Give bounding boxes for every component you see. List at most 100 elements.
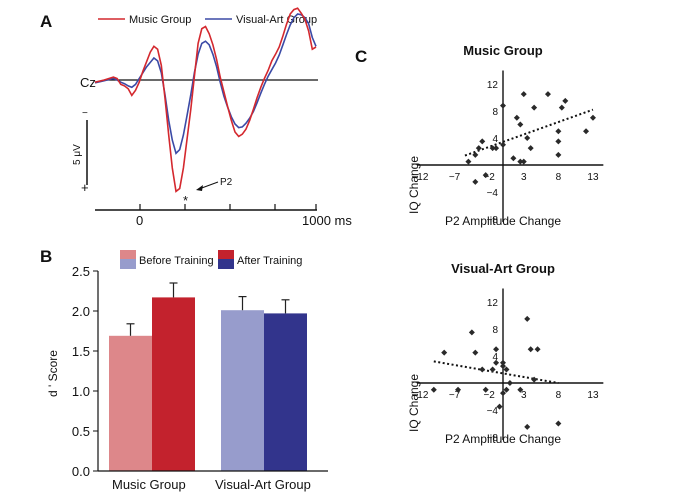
- visual-point-17: [517, 386, 524, 393]
- y-tick-label-2: 1.0: [72, 384, 90, 399]
- category-visual-label: Visual-Art Group: [215, 477, 311, 492]
- music-y-tick-3: −4: [487, 188, 499, 199]
- p2-label: P2: [220, 177, 233, 188]
- music-point-1: [472, 151, 479, 158]
- time-tick-0: 0: [136, 213, 143, 228]
- music-point-12: [517, 121, 524, 128]
- legend-after-label: After Training: [237, 255, 302, 267]
- voltage-scale-bar: − + 5 μV: [72, 108, 89, 195]
- legend-before-visual-swatch: [120, 259, 136, 269]
- visual-point-15: [503, 386, 510, 393]
- music-point-25: [583, 128, 590, 135]
- dprime-chart: Before Training After Training 0.0 0.5 1.0…: [46, 250, 328, 492]
- music-point-22: [555, 151, 562, 158]
- music-point-3: [475, 145, 482, 152]
- visual-point-12: [500, 363, 506, 370]
- visual-title: Visual-Art Group: [451, 261, 555, 276]
- visual-point-3: [468, 329, 475, 336]
- erp-chart: Music Group Visual-Art Group Cz − + 5 μV…: [72, 7, 352, 228]
- visual-point-16: [506, 380, 513, 386]
- music-x-tick-5: 13: [587, 172, 599, 183]
- visual-point-5: [479, 366, 486, 373]
- visual-point-7: [489, 366, 496, 373]
- visual-y-tick-1: 8: [492, 325, 498, 336]
- music-x-tick-1: −7: [449, 172, 461, 183]
- music-point-7: [493, 145, 500, 152]
- bar-y-axis-title: d ' Score: [46, 350, 60, 397]
- music-y-tick-1: 8: [492, 107, 498, 118]
- visual-y-tick-4: −8: [487, 433, 499, 444]
- music-point-5: [482, 172, 489, 179]
- music-point-8: [500, 141, 506, 148]
- music-x-tick-3: 3: [521, 172, 527, 183]
- scale-plus-label: +: [81, 180, 89, 195]
- y-tick-label-5: 2.5: [72, 264, 90, 279]
- y-tick-label-1: 0.5: [72, 424, 90, 439]
- bar-legend: Before Training After Training: [120, 250, 302, 269]
- music-y-tick-4: −8: [487, 215, 499, 226]
- visual-point-18: [524, 315, 531, 322]
- panel-c-label: C: [355, 47, 367, 66]
- music-y-axis-title: IQ Change: [407, 156, 421, 214]
- music-point-26: [589, 114, 596, 121]
- bar-visual-after: [264, 313, 307, 471]
- y-tick-label-0: 0.0: [72, 464, 90, 479]
- bar-y-axis: 0.0 0.5 1.0 1.5 2.0 2.5: [72, 264, 99, 479]
- erp-legend: Music Group Visual-Art Group: [98, 14, 317, 26]
- visual-trend-line: [433, 360, 559, 384]
- music-point-11: [513, 114, 520, 121]
- scale-minus-label: −: [82, 108, 88, 119]
- music-x-axis-title: P2 Amplitude Change: [445, 214, 561, 228]
- music-x-tick-2: −2: [483, 172, 495, 183]
- scatter-visual-chart: Visual-Art Group −12 −7 −2 3 8 13 12 8 4 −4 −8P2 Am…: [407, 261, 604, 446]
- music-point-20: [555, 128, 562, 135]
- panel-b-label: B: [40, 247, 52, 266]
- music-point-18: [531, 104, 538, 111]
- visual-x-axis-title: P2 Amplitude Change: [445, 432, 561, 446]
- visual-point-20: [531, 376, 538, 383]
- visual-x-tick-5: 13: [587, 390, 599, 401]
- visual-y-tick-3: −4: [487, 406, 499, 417]
- bar-music-after: [152, 297, 195, 471]
- legend-before-label: Before Training: [139, 255, 214, 267]
- scale-value-label: 5 μV: [72, 144, 83, 165]
- visual-x-tick-4: 8: [556, 390, 562, 401]
- visual-point-10: [496, 403, 503, 410]
- bar-visual-before: [221, 310, 264, 471]
- music-point-13: [517, 158, 524, 165]
- music-point-4: [479, 138, 486, 145]
- visual-point-9: [493, 359, 500, 366]
- category-music-label: Music Group: [112, 477, 186, 492]
- music-point-6: [489, 145, 496, 152]
- p2-significance-marker: *: [183, 193, 188, 208]
- visual-point-19: [527, 346, 534, 353]
- visual-y-axis-title: IQ Change: [407, 374, 421, 432]
- p2-annotation: P2 *: [183, 177, 233, 208]
- visual-point-2: [455, 386, 462, 393]
- legend-after-visual-swatch: [218, 259, 234, 269]
- music-point-0: [465, 158, 472, 165]
- visual-point-1: [441, 349, 448, 356]
- music-x-tick-0: −12: [411, 172, 428, 183]
- time-tick-1000: 1000 ms: [302, 213, 352, 228]
- music-x-tick-4: 8: [556, 172, 562, 183]
- channel-label: Cz: [80, 75, 96, 90]
- bar-music-before: [109, 335, 152, 471]
- visual-x-tick-2: −2: [483, 390, 495, 401]
- scatter-music-chart: Music Group −12 −7 −2 3 8 13 12 8 4 −4 −8P2 Amplitu…: [407, 43, 604, 228]
- visual-point-22: [555, 420, 562, 427]
- visual-point-4: [472, 349, 479, 356]
- visual-x-tick-0: −12: [411, 390, 428, 401]
- music-point-23: [558, 104, 565, 111]
- visual-point-13: [500, 359, 506, 366]
- visual-x-tick-3: 3: [521, 390, 527, 401]
- visual-point-14: [503, 366, 510, 373]
- music-point-2: [472, 178, 479, 185]
- y-tick-label-4: 2.0: [72, 304, 90, 319]
- bar-marks: [109, 282, 307, 471]
- visual-point-0: [430, 386, 437, 393]
- visual-point-11: [500, 390, 506, 397]
- erp-time-axis: 0 1000 ms: [95, 204, 352, 228]
- legend-visual-label: Visual-Art Group: [236, 14, 317, 26]
